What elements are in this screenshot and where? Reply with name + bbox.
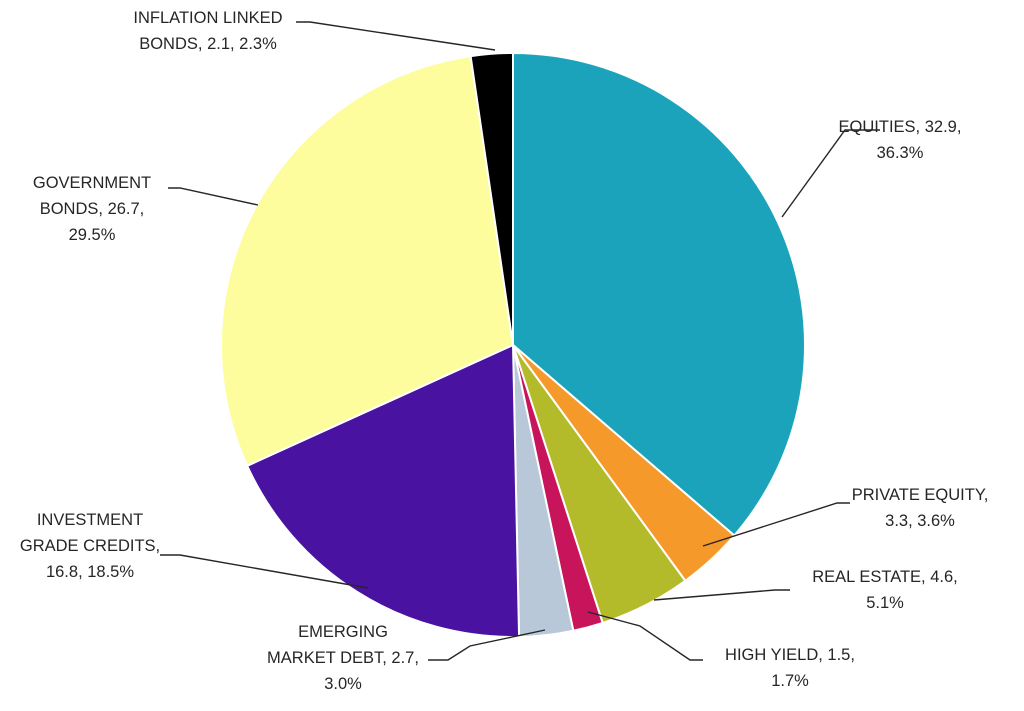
data-label-line: GRADE CREDITS, [20, 537, 160, 555]
data-label-line: 5.1% [866, 594, 904, 612]
leader-line-investment-grade-credits [160, 554, 369, 589]
data-label-line: INVESTMENT [37, 511, 143, 529]
leader-line-high-yield [587, 611, 703, 661]
data-label-line: 16.8, 18.5% [46, 563, 134, 581]
data-label-real-estate: REAL ESTATE, 4.6, 5.1% [812, 568, 958, 612]
pie-slices [220, 51, 806, 638]
data-label-government-bonds: GOVERNMENT BONDS, 26.7, 29.5% [33, 174, 151, 244]
data-label-line: INFLATION LINKED [133, 9, 282, 27]
data-label-line: 3.0% [324, 675, 362, 693]
data-label-line: BONDS, 2.1, 2.3% [139, 35, 277, 53]
data-label-line: HIGH YIELD, 1.5, [725, 646, 855, 664]
data-label-private-equity: PRIVATE EQUITY, 3.3, 3.6% [852, 486, 989, 530]
data-label-line: PRIVATE EQUITY, [852, 486, 989, 504]
data-label-line: 3.3, 3.6% [885, 512, 955, 530]
leader-line-government-bonds [168, 187, 259, 206]
data-label-line: MARKET DEBT, 2.7, [267, 649, 419, 667]
data-label-line: EQUITIES, 32.9, [839, 118, 962, 136]
data-label-line: REAL ESTATE, 4.6, [812, 568, 958, 586]
slice-equities [512, 51, 806, 537]
leader-line-equities [781, 129, 880, 218]
leader-line-private-equity [702, 502, 850, 547]
slice-inflation-linked-bonds [469, 51, 514, 346]
leader-lines [160, 21, 880, 661]
data-label-inflation-linked-bonds: INFLATION LINKED BONDS, 2.1, 2.3% [133, 9, 282, 53]
leader-line-emerging-market-debt [428, 629, 546, 661]
leader-line-real-estate [653, 589, 790, 601]
data-label-line: 1.7% [771, 672, 809, 690]
slice-labels: EQUITIES, 32.9, 36.3% PRIVATE EQUITY, 3.3, … [20, 9, 988, 693]
data-label-line: 29.5% [69, 226, 116, 244]
leader-line-inflation-linked-bonds [296, 21, 496, 51]
data-label-emerging-market-debt: EMERGING MARKET DEBT, 2.7, 3.0% [267, 623, 419, 693]
data-label-high-yield: HIGH YIELD, 1.5, 1.7% [725, 646, 855, 690]
data-label-line: 36.3% [877, 144, 924, 162]
slice-investment-grade-credits [245, 343, 521, 638]
data-label-line: EMERGING [298, 623, 388, 641]
data-label-line: GOVERNMENT [33, 174, 151, 192]
data-label-investment-grade-credits: INVESTMENT GRADE CREDITS, 16.8, 18.5% [20, 511, 160, 581]
data-label-equities: EQUITIES, 32.9, 36.3% [839, 118, 962, 162]
data-label-line: BONDS, 26.7, [40, 200, 145, 218]
